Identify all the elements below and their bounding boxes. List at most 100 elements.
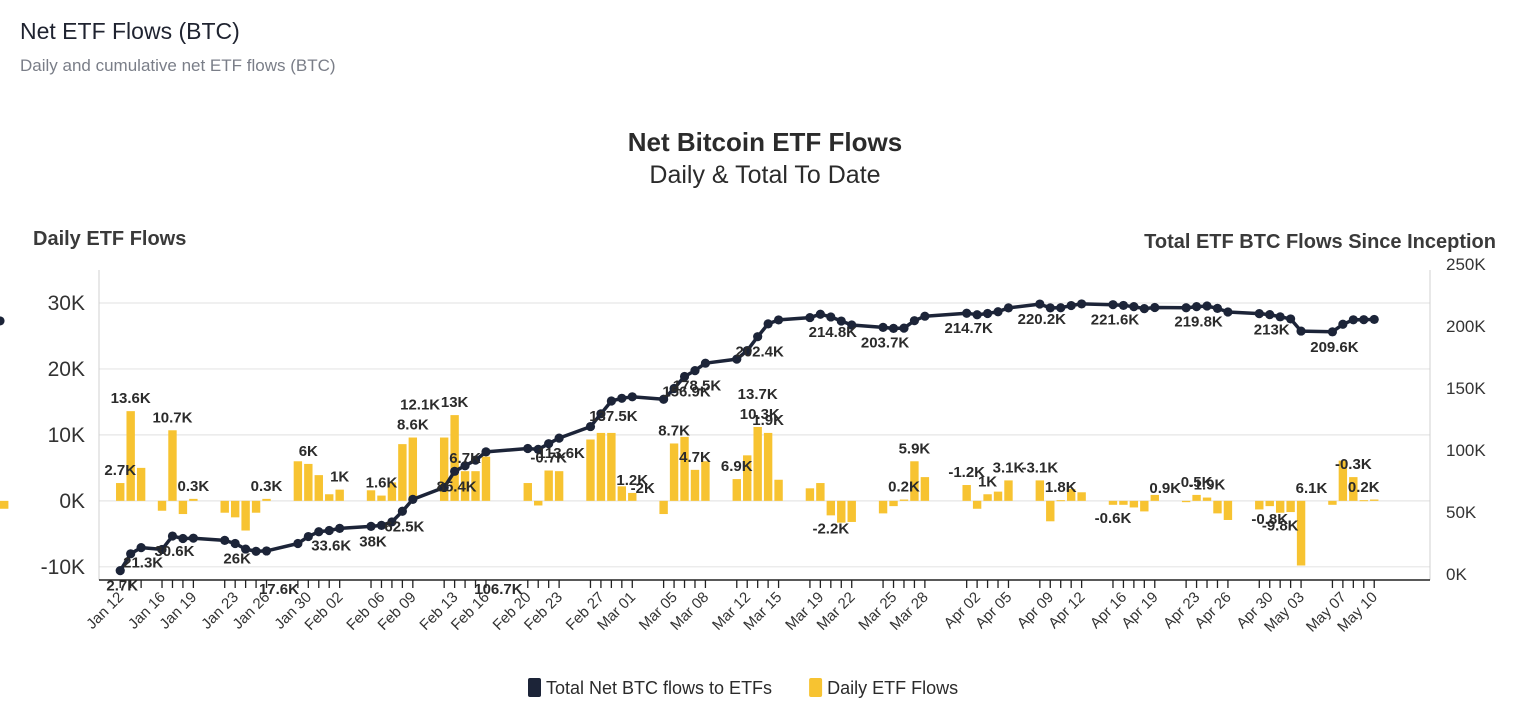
daily-flow-bar	[1181, 500, 1191, 503]
daily-flow-bar	[251, 500, 261, 513]
daily-flow-bar	[669, 443, 679, 501]
daily-flow-bar	[826, 500, 836, 516]
cumulative-point	[178, 533, 188, 544]
cumulative-point	[773, 315, 784, 325]
cumulative-point	[1296, 326, 1306, 336]
cumulative-point	[1348, 315, 1358, 325]
bar-value-label: 8.6K	[397, 417, 429, 434]
cumulative-point	[585, 421, 596, 432]
cumulative-point	[1223, 307, 1233, 317]
daily-flow-bar	[816, 483, 825, 501]
cumulative-value-label: 21.3K	[123, 555, 163, 572]
cumulative-point	[1265, 309, 1275, 320]
cumulative-point	[1202, 301, 1212, 311]
cumulative-point	[627, 392, 637, 402]
daily-flow-bar	[136, 467, 146, 501]
x-tick-label: Apr 12	[1045, 589, 1088, 632]
y-tick-label-right: 150K	[1446, 379, 1486, 398]
bar-value-label: -3.1K	[1021, 459, 1058, 476]
daily-flow-bar	[617, 486, 627, 501]
bar-value-label: 0.2K	[1348, 479, 1380, 496]
daily-flow-bar	[304, 463, 313, 501]
cumulative-point	[909, 316, 920, 326]
y-tick-label-right: 50K	[1446, 503, 1477, 522]
cumulative-point	[606, 396, 616, 406]
daily-flow-bars	[0, 411, 1379, 566]
cumulative-point	[1077, 299, 1087, 309]
page-title: Net ETF Flows (BTC)	[20, 18, 240, 44]
daily-flow-bar	[460, 471, 470, 501]
daily-flow-bar	[450, 415, 459, 501]
daily-flow-bar	[763, 432, 773, 501]
daily-flow-bar	[586, 439, 595, 501]
bar-value-label: 8.7K	[658, 422, 690, 439]
bar-value-label: -9.8K	[1262, 518, 1299, 535]
daily-flow-bar	[1108, 500, 1118, 505]
cumulative-point	[554, 433, 564, 443]
daily-flow-bar	[972, 500, 982, 509]
daily-flow-bar	[1077, 492, 1086, 501]
cumulative-value-label: 213K	[1254, 322, 1290, 339]
cumulative-point	[1359, 315, 1369, 325]
cumulative-point	[1150, 302, 1160, 313]
cumulative-point	[669, 383, 679, 394]
cumulative-point	[1035, 299, 1045, 309]
bar-value-label: 1.6K	[366, 475, 398, 492]
daily-flow-bar	[189, 498, 198, 501]
cumulative-point	[544, 439, 554, 449]
cumulative-value-label: 113.6K	[537, 445, 585, 462]
cumulative-point	[397, 506, 407, 516]
legend-swatch	[528, 678, 541, 697]
daily-flow-bar	[1140, 500, 1149, 512]
bar-value-label: 0.5K	[1181, 474, 1213, 491]
y-tick-label-right: 0K	[1446, 565, 1467, 584]
cumulative-point	[742, 345, 752, 356]
cumulative-point	[805, 312, 815, 323]
bar-value-label: 12.1K	[400, 397, 440, 414]
cumulative-point	[753, 332, 763, 342]
daily-flow-bar	[314, 475, 323, 501]
daily-flow-bar	[398, 444, 407, 501]
cumulative-point	[1108, 300, 1118, 310]
daily-flow-bar	[325, 494, 334, 501]
x-tick-label: Apr 26	[1191, 589, 1234, 632]
cumulative-point	[962, 308, 972, 318]
y-tick-label-left: 20K	[48, 358, 85, 381]
cumulative-point	[0, 316, 5, 326]
cumulative-point	[136, 542, 146, 553]
cumulative-point	[847, 320, 857, 330]
daily-flow-bar	[607, 432, 616, 501]
cumulative-point	[470, 455, 481, 465]
daily-flow-bar	[366, 490, 376, 501]
cumulative-value-label: 178.5K	[673, 378, 722, 395]
daily-flow-bar	[1359, 500, 1368, 502]
y-tick-label-right: 200K	[1446, 317, 1486, 336]
cumulative-point	[366, 521, 376, 531]
cumulative-point	[690, 366, 700, 376]
cumulative-point	[972, 310, 982, 320]
cumulative-value-label: 33.6K	[311, 537, 351, 554]
bar-value-label: 13.6K	[111, 390, 151, 407]
cumulative-value-label: 17.6K	[259, 581, 299, 598]
y-tick-label-left: 0K	[59, 490, 85, 513]
cumulative-point	[732, 354, 742, 364]
daily-flow-bar	[262, 498, 271, 501]
daily-flow-bar	[920, 477, 930, 501]
cumulative-flow-line	[0, 299, 1379, 576]
daily-flow-bar	[1213, 500, 1222, 514]
cumulative-point	[387, 517, 397, 527]
cumulative-point	[1129, 302, 1139, 312]
cumulative-point	[1338, 319, 1348, 329]
page-subtitle: Daily and cumulative net ETF flows (BTC)	[20, 56, 336, 75]
cumulative-point	[1254, 309, 1264, 319]
cumulative-point	[408, 494, 418, 504]
cumulative-point	[659, 394, 669, 404]
daily-flow-bar	[241, 500, 250, 531]
daily-flow-bar	[1056, 500, 1065, 502]
daily-flow-bar	[732, 479, 741, 501]
daily-flow-bar	[554, 471, 564, 501]
daily-flow-bar	[596, 432, 606, 501]
cumulative-point	[1066, 300, 1076, 311]
daily-flow-bar	[847, 500, 856, 522]
